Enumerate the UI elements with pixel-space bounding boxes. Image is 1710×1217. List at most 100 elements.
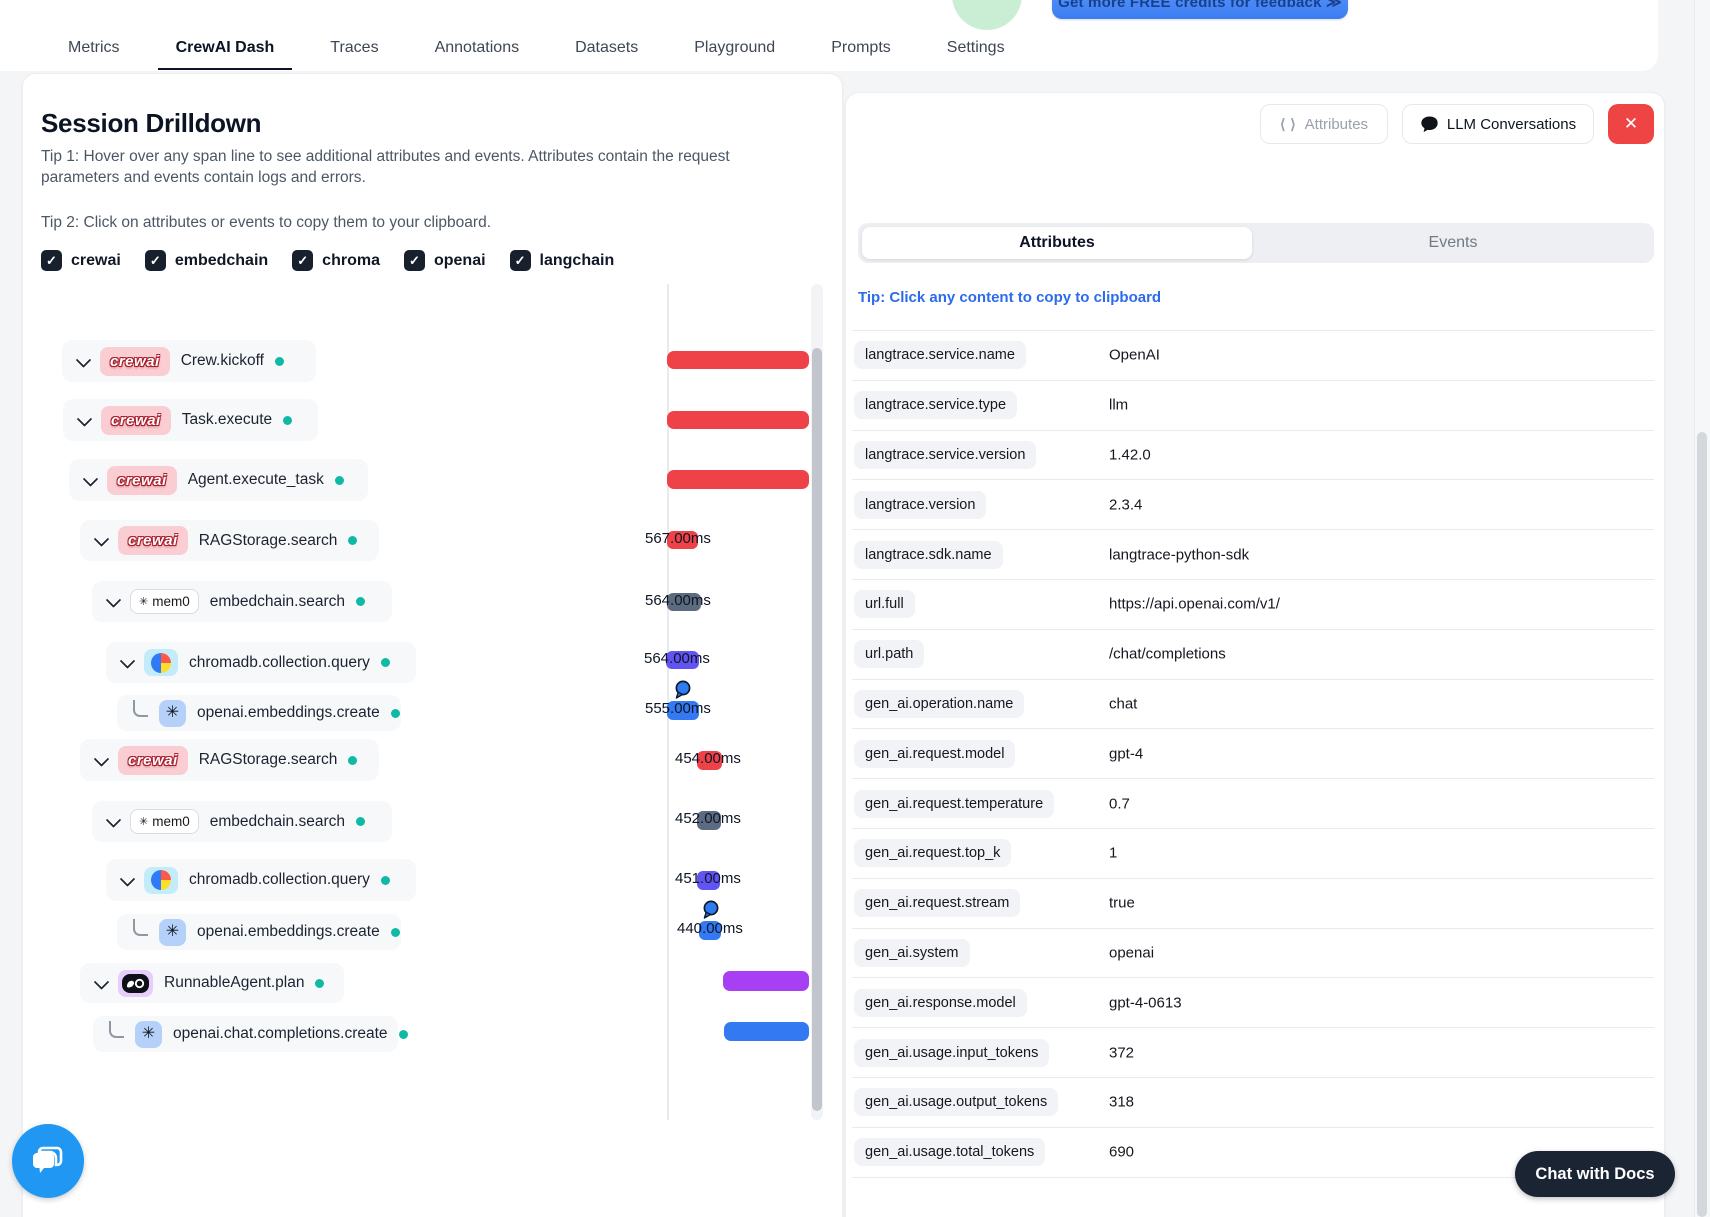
attr-row-gen-ai-usage-output-tokens[interactable]: gen_ai.usage.output_tokens 318: [852, 1078, 1654, 1128]
attr-value[interactable]: chat: [1109, 695, 1138, 713]
checkbox-crewai[interactable]: ✓: [41, 250, 62, 271]
checkbox-openai[interactable]: ✓: [403, 250, 425, 271]
attr-row-langtrace-service-type[interactable]: langtrace.service.type llm: [852, 381, 1654, 431]
span-row-ragstorage-search-7[interactable]: crewai RAGStorage.search: [80, 739, 379, 781]
attr-key[interactable]: gen_ai.request.stream: [854, 889, 1021, 918]
nav-tab-settings[interactable]: Settings: [946, 39, 1005, 56]
chevron-down-icon[interactable]: [93, 750, 110, 767]
filter-crewai[interactable]: ✓ crewai: [41, 250, 121, 271]
filter-openai[interactable]: ✓ openai: [403, 250, 486, 271]
span-row-agent-execute-task-2[interactable]: crewai Agent.execute_task: [69, 459, 368, 501]
duration-bar-2[interactable]: [667, 470, 809, 489]
attr-value[interactable]: gpt-4: [1109, 745, 1144, 763]
attr-value[interactable]: /chat/completions: [1109, 645, 1226, 663]
attr-key[interactable]: langtrace.service.version: [854, 440, 1037, 469]
attr-key[interactable]: gen_ai.response.model: [854, 988, 1027, 1017]
duration-bar-1[interactable]: [667, 411, 809, 429]
attr-key[interactable]: url.full: [854, 590, 915, 619]
span-row-embedchain-search-8[interactable]: ✳ mem0 embedchain.search: [92, 801, 392, 842]
attr-key[interactable]: url.path: [854, 640, 925, 669]
span-row-openai-embeddings-create-6[interactable]: ✳ openai.embeddings.create: [117, 695, 401, 731]
attr-key[interactable]: gen_ai.usage.total_tokens: [854, 1138, 1046, 1167]
checkbox-chroma[interactable]: ✓: [292, 250, 314, 271]
chevron-down-icon[interactable]: [119, 653, 136, 669]
attr-key[interactable]: langtrace.sdk.name: [854, 540, 1003, 569]
attr-key[interactable]: gen_ai.system: [854, 938, 970, 967]
nav-tab-datasets[interactable]: Datasets: [575, 39, 639, 56]
span-row-chromadb-collection-query-5[interactable]: chromadb.collection.query: [106, 642, 416, 683]
attr-key[interactable]: langtrace.service.type: [854, 391, 1018, 420]
duration-pill-5[interactable]: [666, 651, 699, 669]
span-row-openai-chat-completions-create-12[interactable]: ✳ openai.chat.completions.create: [93, 1016, 408, 1052]
attr-row-gen-ai-response-model[interactable]: gen_ai.response.model gpt-4-0613: [852, 978, 1654, 1029]
attr-row-langtrace-service-name[interactable]: langtrace.service.name OpenAI: [852, 331, 1654, 381]
filter-chroma[interactable]: ✓ chroma: [292, 250, 380, 271]
chat-widget-button[interactable]: [12, 1124, 84, 1198]
attr-row-gen-ai-usage-total-tokens[interactable]: gen_ai.usage.total_tokens 690: [852, 1128, 1654, 1178]
chevron-down-icon[interactable]: [82, 470, 99, 487]
attr-key[interactable]: gen_ai.request.temperature: [854, 789, 1055, 818]
close-button[interactable]: ✕: [1608, 104, 1654, 144]
duration-pill-4[interactable]: [667, 593, 701, 611]
attr-value[interactable]: openai: [1109, 944, 1155, 962]
chevron-down-icon[interactable]: [76, 410, 93, 427]
duration-bar-0[interactable]: [667, 351, 809, 369]
nav-tab-prompts[interactable]: Prompts: [831, 39, 891, 56]
attr-row-gen-ai-request-temperature[interactable]: gen_ai.request.temperature 0.7: [852, 779, 1654, 829]
span-row-chromadb-collection-query-9[interactable]: chromadb.collection.query: [106, 859, 416, 901]
span-row-embedchain-search-4[interactable]: ✳ mem0 embedchain.search: [92, 581, 392, 622]
free-credits-button[interactable]: Get more FREE credits for feedback ≫: [1052, 0, 1348, 19]
duration-pill-3[interactable]: [667, 531, 698, 549]
copy-tip-link[interactable]: Tip: Click any content to copy to clipbo…: [858, 289, 1162, 306]
nav-tab-crewai-dash[interactable]: CrewAI Dash: [157, 28, 293, 70]
filter-embedchain[interactable]: ✓ embedchain: [144, 250, 268, 271]
attr-row-gen-ai-operation-name[interactable]: gen_ai.operation.name chat: [852, 680, 1654, 730]
attr-key[interactable]: langtrace.service.name: [854, 341, 1026, 370]
avatar[interactable]: [952, 0, 1022, 30]
nav-tab-annotations[interactable]: Annotations: [434, 39, 520, 56]
tab-attributes[interactable]: Attributes: [862, 227, 1252, 259]
chat-with-docs-button[interactable]: Chat with Docs: [1515, 1151, 1675, 1197]
attr-row-url-path[interactable]: url.path/chat/completions: [852, 630, 1654, 680]
duration-pill-10[interactable]: [699, 921, 721, 940]
attr-row-gen-ai-system[interactable]: gen_ai.system openai: [852, 929, 1654, 979]
attr-row-gen-ai-usage-input-tokens[interactable]: gen_ai.usage.input_tokens 372: [852, 1028, 1654, 1078]
page-scrollbar-track[interactable]: [1694, 0, 1710, 1217]
attr-row-gen-ai-request-model[interactable]: gen_ai.request.model gpt-4: [852, 729, 1654, 780]
chevron-down-icon[interactable]: [93, 531, 110, 547]
attr-value[interactable]: 372: [1109, 1044, 1135, 1062]
attr-row-gen-ai-request-top-k[interactable]: gen_ai.request.top_k 1: [852, 829, 1654, 879]
chevron-down-icon[interactable]: [75, 351, 92, 368]
span-row-ragstorage-search-3[interactable]: crewai RAGStorage.search: [80, 520, 379, 561]
attr-row-langtrace-sdk-name[interactable]: langtrace.sdk.name langtrace-python-sdk: [852, 530, 1654, 580]
attr-key[interactable]: gen_ai.request.model: [854, 739, 1016, 768]
nav-tab-playground[interactable]: Playground: [694, 39, 776, 56]
attr-key[interactable]: gen_ai.usage.input_tokens: [854, 1038, 1050, 1067]
attr-value[interactable]: 690: [1109, 1143, 1135, 1161]
attr-value[interactable]: gpt-4-0613: [1109, 994, 1182, 1012]
attr-row-langtrace-version[interactable]: langtrace.version 2.3.4: [852, 480, 1654, 531]
tab-events[interactable]: Events: [1428, 234, 1478, 251]
span-row-openai-embeddings-create-10[interactable]: ✳ openai.embeddings.create: [117, 914, 401, 950]
attr-key[interactable]: gen_ai.request.top_k: [854, 839, 1012, 868]
span-row-task-execute-1[interactable]: crewai Task.execute: [63, 399, 318, 441]
attr-value[interactable]: OpenAI: [1109, 346, 1160, 364]
attr-value[interactable]: langtrace-python-sdk: [1109, 546, 1250, 564]
nav-tab-traces[interactable]: Traces: [330, 39, 379, 56]
attr-key[interactable]: gen_ai.operation.name: [854, 689, 1025, 718]
attr-row-url-full[interactable]: url.full https://api.openai.com/v1/: [852, 580, 1654, 630]
duration-bar-12[interactable]: [724, 1022, 809, 1041]
tree-scrollbar-thumb[interactable]: [812, 348, 822, 1111]
attr-value[interactable]: true: [1109, 894, 1135, 912]
span-row-crew-kickoff-0[interactable]: crewai Crew.kickoff: [62, 340, 316, 382]
duration-pill-9[interactable]: [697, 871, 720, 890]
page-scrollbar-thumb[interactable]: [1697, 432, 1707, 1217]
attr-value[interactable]: llm: [1109, 396, 1129, 414]
attr-value[interactable]: 1.42.0: [1109, 446, 1151, 464]
attr-key[interactable]: langtrace.version: [854, 490, 987, 519]
attr-value[interactable]: 0.7: [1109, 795, 1130, 813]
duration-bar-11[interactable]: [723, 971, 809, 991]
comment-bubble-10[interactable]: [701, 900, 720, 925]
checkbox-embedchain[interactable]: ✓: [144, 250, 166, 271]
checkbox-langchain[interactable]: ✓: [509, 250, 531, 271]
